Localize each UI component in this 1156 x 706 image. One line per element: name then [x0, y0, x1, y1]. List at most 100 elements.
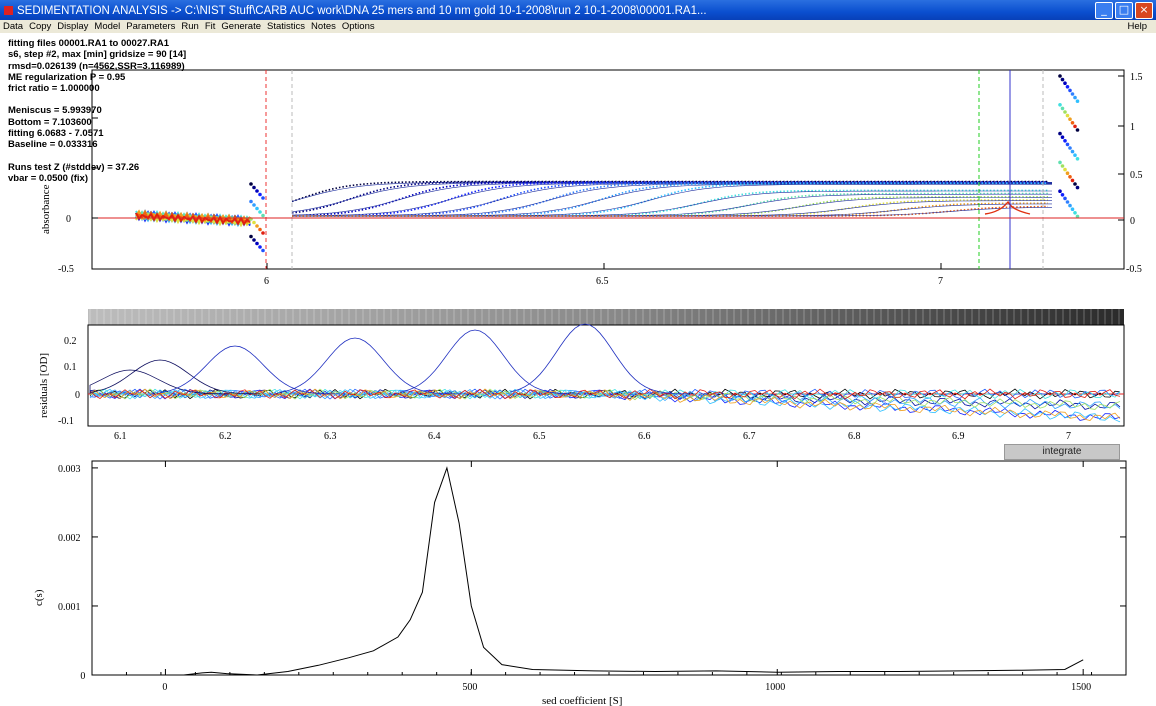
- fit-trace: [291, 182, 1052, 202]
- cs-ytick-label: 0.002: [58, 533, 81, 544]
- bottom-pileup-point: [1060, 193, 1065, 197]
- bottom-pileup-point: [1068, 203, 1072, 208]
- meniscus-spike-point: [252, 238, 256, 242]
- cs-xlabel: sed coefficient [S]: [542, 695, 622, 706]
- bottom-pileup-point: [1065, 200, 1070, 204]
- bottom-pileup-point: [1073, 124, 1077, 129]
- bottom-pileup-point: [1068, 146, 1072, 150]
- menu-bar: Data Copy Display Model Parameters Run Fit Gene…: [0, 20, 1156, 33]
- window-title: SEDIMENTATION ANALYSIS -> C:\NIST Stuff\…: [17, 5, 707, 17]
- meniscus-spike-point: [261, 196, 265, 200]
- scan-trace: [292, 182, 1048, 217]
- residual-x-axis: 6.1 6.2 6.3 6.4 6.5 6.6 6.7 6.8 6.9 7: [114, 431, 1071, 442]
- fit-baseline-text: Baseline = 0.033316: [8, 139, 98, 151]
- bottom-pileup-point: [1060, 77, 1065, 82]
- fit-regularization-text: ME regularization P = 0.95: [8, 71, 126, 83]
- resid-xtick-65: 6.5: [533, 431, 546, 442]
- fit-files-text: fitting files 00001.RA1 to 00027.RA1: [8, 38, 170, 49]
- menu-notes[interactable]: Notes: [311, 21, 336, 32]
- bottom-pileup-point: [1065, 142, 1070, 147]
- fit-trace: [292, 183, 1052, 217]
- bottom-pileup-point: [1065, 113, 1070, 118]
- residual-trace: [89, 388, 1121, 400]
- menu-help[interactable]: Help: [1127, 21, 1147, 32]
- bottom-pileup-point: [1070, 207, 1075, 211]
- fit-trace: [292, 200, 1052, 217]
- residual-trace: [89, 388, 1121, 421]
- resid-xtick-64: 6.4: [428, 431, 441, 442]
- bottom-pileup-point: [1073, 153, 1077, 157]
- bottom-pileup-point: [1073, 211, 1077, 215]
- top-ytick-neg05: -0.5: [58, 264, 74, 275]
- top-ytick-r-05: 0.5: [1130, 170, 1143, 181]
- bottom-pileup-point: [1068, 175, 1072, 179]
- top-xtick-6: 6: [264, 276, 269, 284]
- residual-hump-trace: [89, 369, 231, 395]
- menu-display[interactable]: Display: [57, 21, 89, 32]
- residual-hump-trace: [159, 345, 341, 395]
- top-ytick-r-1: 1: [1130, 122, 1135, 133]
- cs-xtick-label: 1500: [1071, 682, 1091, 693]
- fit-trace: [292, 183, 1052, 217]
- title-bar: SEDIMENTATION ANALYSIS -> C:\NIST Stuff\…: [0, 0, 1156, 20]
- bottom-pileup-point: [1060, 135, 1065, 139]
- resid-xtick-66: 6.6: [638, 431, 651, 442]
- top-ytick-r-neg05: -0.5: [1126, 264, 1142, 275]
- menu-options[interactable]: Options: [341, 21, 375, 32]
- maximize-button[interactable]: □: [1115, 2, 1133, 19]
- resid-xtick-69: 6.9: [952, 431, 965, 442]
- fit-range-text: fitting 6.0683 - 7.0571: [8, 128, 104, 140]
- fit-trace: [292, 207, 1053, 217]
- menu-run[interactable]: Run: [181, 21, 199, 32]
- bottom-pileup-point: [1063, 139, 1067, 143]
- scan-trace: [292, 182, 1048, 217]
- cs-xtick-label: 1000: [765, 682, 785, 693]
- menu-generate[interactable]: Generate: [221, 21, 262, 32]
- bottom-pileup-point: [1073, 182, 1077, 186]
- top-xtick-7: 7: [938, 276, 943, 284]
- bottom-pileup-point: [1065, 85, 1070, 89]
- residual-hump-trace: [279, 337, 460, 395]
- menu-data[interactable]: Data: [3, 21, 24, 32]
- window-controls: _ □ ×: [1095, 2, 1153, 19]
- menu-parameters[interactable]: Parameters: [126, 21, 176, 32]
- residual-trace: [89, 388, 1121, 410]
- menu-fit[interactable]: Fit: [204, 21, 216, 32]
- minimize-button[interactable]: _: [1095, 2, 1113, 19]
- bottom-pileup-point: [1058, 74, 1062, 78]
- resid-xtick-67: 6.7: [743, 431, 756, 442]
- fit-bottom-text: Bottom = 7.103600: [8, 116, 92, 128]
- bottom-pileup-point: [1075, 185, 1080, 190]
- resid-xtick-7: 7: [1066, 431, 1071, 442]
- bottom-pileup-point: [1073, 95, 1077, 100]
- fit-vbar-text: vbar = 0.0500 (fix): [8, 172, 89, 184]
- close-button[interactable]: ×: [1135, 2, 1153, 19]
- residual-bitmap: [88, 309, 1124, 325]
- top-y-axis-right: 1.5 1 0.5 0 -0.5: [1118, 72, 1143, 275]
- meniscus-spike-point: [249, 234, 253, 239]
- meniscus-spike-point: [261, 248, 265, 253]
- cs-plot-frame: [91, 460, 1127, 676]
- fit-trace: [292, 184, 1052, 217]
- top-plot-ylabel: absorbance: [40, 184, 52, 234]
- integrate-button[interactable]: integrate: [1004, 444, 1120, 460]
- bottom-pileup-point: [1075, 214, 1080, 219]
- bottom-pileup-point: [1063, 196, 1067, 201]
- bottom-pileup-point: [1070, 121, 1075, 125]
- top-ytick-0: 0: [66, 214, 71, 225]
- meniscus-spike-point: [258, 210, 262, 214]
- menu-copy[interactable]: Copy: [29, 21, 52, 32]
- menu-model[interactable]: Model: [94, 21, 121, 32]
- bottom-pileup-point: [1058, 189, 1062, 193]
- top-plot-frame: [91, 69, 1125, 270]
- bottom-pileup-point: [1075, 99, 1080, 103]
- meniscus-spike-point: [255, 224, 259, 228]
- cs-xtick-label: 500: [462, 682, 477, 693]
- menu-statistics[interactable]: Statistics: [267, 21, 306, 32]
- cs-ytick-label: 0.001: [58, 602, 81, 613]
- meniscus-spike-point: [255, 241, 259, 246]
- fit-trace: [292, 183, 1052, 217]
- top-x-axis: 6 6.5 7: [264, 263, 943, 284]
- fit-info-panel: fitting files 00001.RA1 to 00027.RA1 s6,…: [8, 38, 186, 184]
- meniscus-spike-point: [258, 227, 262, 232]
